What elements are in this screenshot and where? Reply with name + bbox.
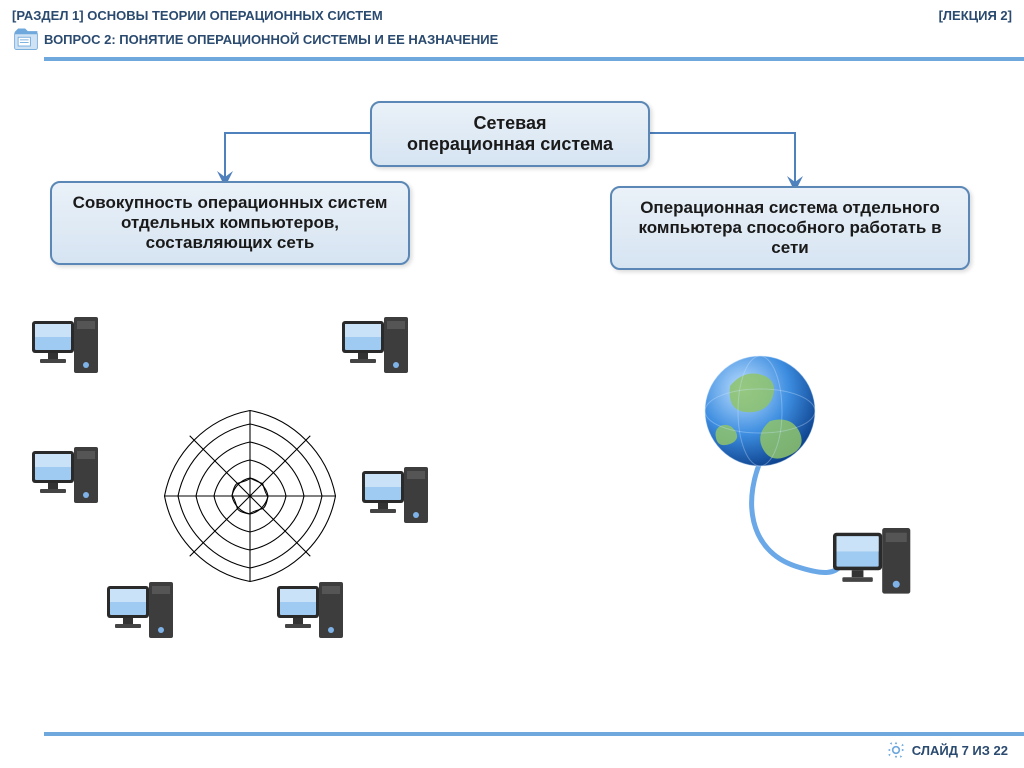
- computer-icon: [30, 441, 110, 511]
- slide-counter: СЛАЙД 7 ИЗ 22: [912, 743, 1008, 758]
- computer-icon: [275, 576, 355, 646]
- node-top-text: Сетевая операционная система: [407, 113, 613, 154]
- question-title: ВОПРОС 2: ПОНЯТИЕ ОПЕРАЦИОННОЙ СИСТЕМЫ И…: [44, 32, 498, 47]
- slide-footer: СЛАЙД 7 ИЗ 22: [0, 732, 1024, 762]
- computer-icon: [30, 311, 110, 381]
- node-right: Операционная система отдельного компьюте…: [610, 186, 970, 270]
- node-top: Сетевая операционная система: [370, 101, 650, 167]
- node-left: Совокупность операционных систем отдельн…: [50, 181, 410, 265]
- diagram-area: Сетевая операционная система Совокупност…: [0, 61, 1024, 671]
- gear-icon: [886, 740, 906, 760]
- node-left-text: Совокупность операционных систем отдельн…: [73, 193, 388, 252]
- folder-icon: [12, 25, 40, 53]
- computer-icon: [830, 521, 925, 603]
- illustration-network: [30, 311, 460, 671]
- section-title: [РАЗДЕЛ 1] ОСНОВЫ ТЕОРИИ ОПЕРАЦИОННЫХ СИ…: [12, 8, 383, 23]
- footer-accent-bar: [44, 732, 1024, 736]
- illustration-single-pc: [620, 341, 980, 641]
- node-right-text: Операционная система отдельного компьюте…: [638, 198, 941, 257]
- computer-icon: [340, 311, 420, 381]
- computer-icon: [360, 461, 440, 531]
- globe-cable-svg: [620, 341, 980, 641]
- spider-web-icon: [160, 406, 340, 586]
- lecture-tag: [ЛЕКЦИЯ 2]: [939, 8, 1012, 23]
- slide-header: [РАЗДЕЛ 1] ОСНОВЫ ТЕОРИИ ОПЕРАЦИОННЫХ СИ…: [0, 0, 1024, 57]
- computer-icon: [105, 576, 185, 646]
